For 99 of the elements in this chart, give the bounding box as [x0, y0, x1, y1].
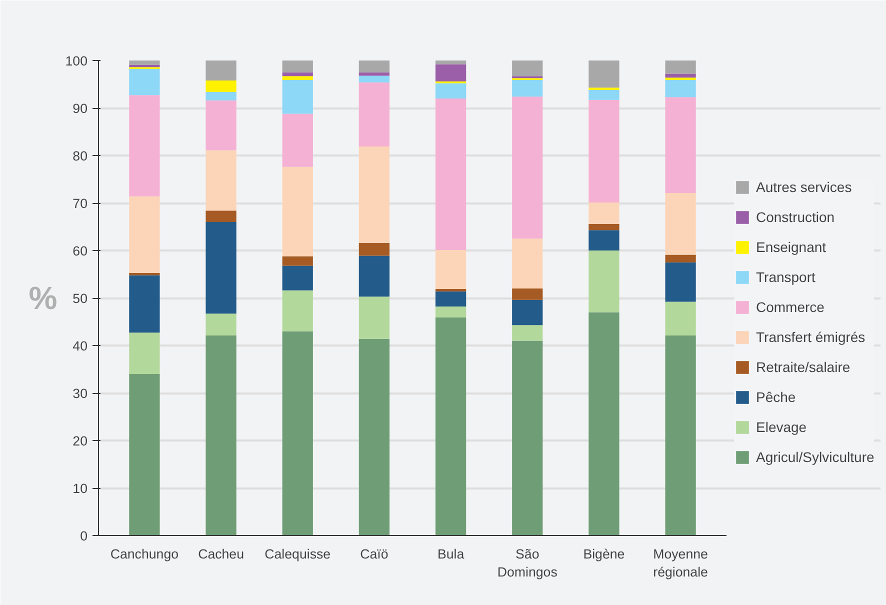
- bar: [129, 374, 160, 536]
- bar: [129, 60, 160, 65]
- bar: [282, 76, 313, 80]
- bar: [588, 250, 620, 312]
- y-tick-label: 30: [72, 386, 88, 401]
- bar: [206, 150, 236, 211]
- bar: [435, 83, 466, 98]
- bar: [206, 210, 236, 222]
- bar: [435, 98, 466, 250]
- bar: [282, 80, 313, 114]
- bar: [435, 317, 466, 536]
- bar: [358, 82, 390, 146]
- legend-label: Construction: [756, 209, 835, 225]
- bar: [588, 60, 620, 88]
- bar: [665, 80, 696, 98]
- legend-label: Enseignant: [756, 239, 826, 255]
- bar: [282, 331, 313, 536]
- x-tick-label: Bula: [437, 546, 465, 562]
- x-tick-label: São Domingos: [497, 546, 558, 580]
- bar: [588, 312, 620, 536]
- bar: [129, 95, 160, 196]
- y-tick-label: 100: [65, 54, 88, 68]
- bar: [358, 242, 390, 256]
- bar: [358, 256, 390, 297]
- legend-label: Transfert émigrés: [756, 329, 866, 345]
- y-tick-label: 90: [72, 101, 88, 116]
- bar: [665, 262, 696, 302]
- legend-label: Commerce: [756, 299, 824, 315]
- bar: [282, 166, 313, 256]
- bar: [206, 60, 236, 80]
- bar: [129, 332, 160, 374]
- bar: [665, 302, 696, 336]
- y-tick-label: 20: [72, 434, 88, 448]
- x-tick-label: Canchungo: [110, 546, 179, 562]
- y-tick-label: 40: [72, 338, 88, 354]
- bar: [665, 60, 696, 74]
- bar: [435, 60, 466, 64]
- bar: [665, 74, 696, 78]
- bar: [588, 224, 620, 230]
- x-tick-label: Moyenne régionale: [653, 546, 708, 580]
- bar: [665, 254, 696, 262]
- bar: [358, 296, 390, 339]
- bar: [129, 196, 160, 273]
- bar: [282, 60, 313, 72]
- bar: [665, 97, 696, 194]
- bar: [512, 80, 543, 97]
- y-tick-label: 0: [80, 528, 88, 544]
- bar: [282, 266, 313, 290]
- bar: [512, 300, 543, 326]
- y-tick-label: 50: [72, 291, 88, 306]
- y-tick-label: 80: [72, 148, 88, 164]
- bar: [282, 256, 313, 266]
- bar: [435, 306, 466, 318]
- bar: [512, 96, 543, 239]
- bar: [129, 69, 160, 96]
- bar: [206, 80, 236, 92]
- bar: [512, 238, 543, 288]
- bar: [588, 90, 620, 100]
- bar: [206, 314, 236, 336]
- x-tick-label: Bigène: [583, 546, 625, 562]
- bar: [512, 325, 543, 341]
- y-tick-label: 60: [72, 244, 88, 258]
- bar: [206, 92, 236, 100]
- bar: [512, 60, 543, 76]
- bar: [512, 288, 543, 300]
- bar: [665, 336, 696, 536]
- bar: [206, 100, 236, 150]
- x-tick-label: Cacheu: [198, 546, 244, 562]
- x-tick-label: Calequisse: [264, 546, 331, 562]
- bar: [435, 64, 466, 82]
- bar: [435, 250, 466, 289]
- bar: [282, 72, 313, 76]
- y-tick-label: 70: [72, 196, 88, 211]
- legend-label: Retraite/salaire: [756, 359, 850, 375]
- bar: [282, 290, 313, 332]
- bar: [206, 336, 236, 536]
- bar: [435, 291, 466, 307]
- bar: [358, 72, 390, 76]
- bar: [358, 338, 390, 536]
- legend-label: Elevage: [756, 419, 807, 435]
- bar: [206, 222, 236, 314]
- bar: [588, 100, 620, 203]
- legend-label: Transport: [756, 269, 816, 285]
- bar: [282, 114, 313, 167]
- bar: [512, 340, 543, 536]
- bar: [665, 193, 696, 255]
- y-tick-label: 10: [72, 481, 88, 496]
- x-tick-label: Caïö: [360, 546, 388, 562]
- y-axis-title: %: [28, 280, 58, 316]
- bar: [588, 230, 620, 250]
- bar: [588, 202, 620, 224]
- legend-label: Agricul/Sylviculture: [756, 449, 874, 465]
- bar: [358, 76, 390, 82]
- bar: [358, 146, 390, 243]
- bar: [435, 288, 466, 292]
- legend-label: Autres services: [756, 179, 852, 195]
- legend-label: Pêche: [756, 389, 796, 405]
- bar: [358, 60, 390, 72]
- bar: [129, 275, 160, 333]
